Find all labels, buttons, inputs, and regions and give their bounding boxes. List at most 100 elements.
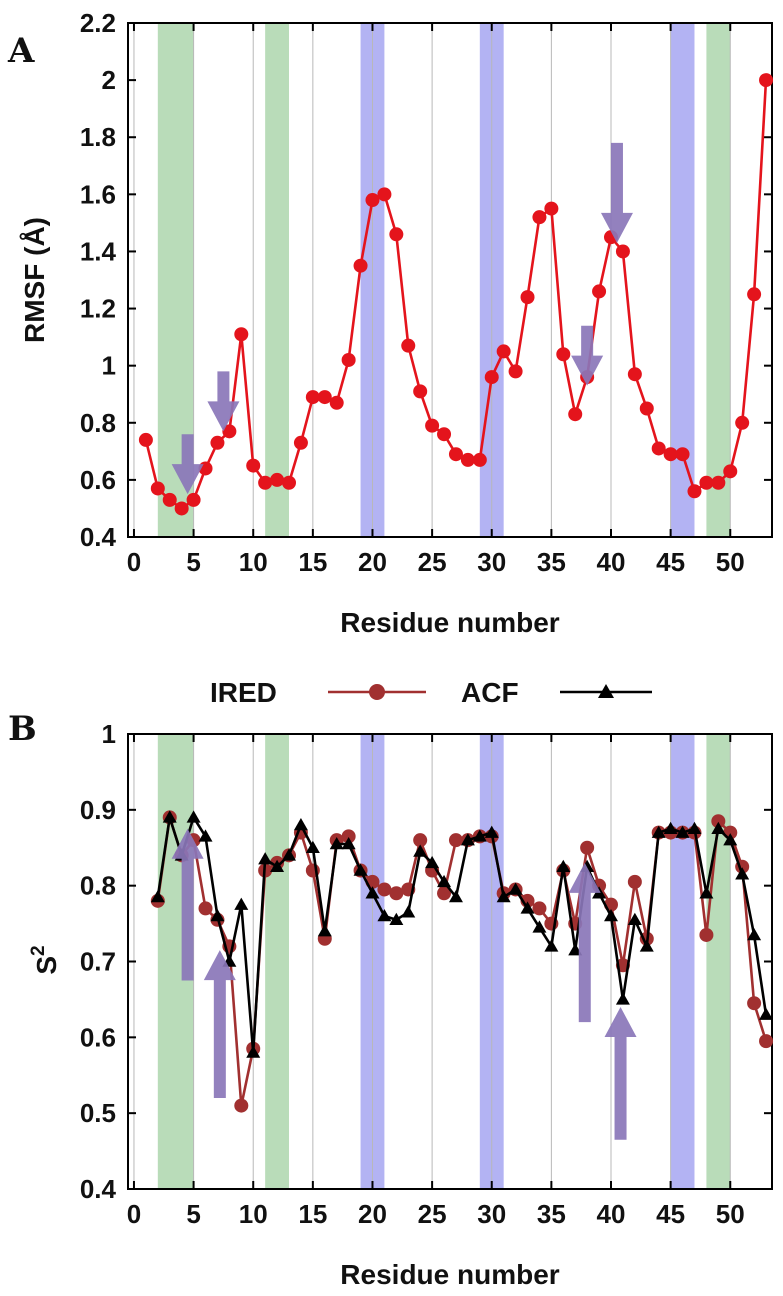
x-tick-label: 30 bbox=[477, 547, 506, 577]
x-tick-label: 25 bbox=[418, 1199, 447, 1229]
data-point bbox=[293, 818, 308, 831]
y-tick-label: 1 bbox=[102, 351, 116, 381]
legend-marker bbox=[598, 684, 614, 698]
data-point bbox=[293, 435, 308, 450]
data-point bbox=[437, 886, 452, 901]
data-point bbox=[377, 187, 392, 202]
data-point bbox=[604, 909, 618, 922]
data-point bbox=[234, 1098, 249, 1113]
data-point bbox=[675, 825, 690, 838]
data-point bbox=[460, 452, 475, 467]
arrow-down bbox=[600, 142, 633, 243]
data-point bbox=[484, 370, 499, 385]
x-tick-label: 0 bbox=[127, 547, 141, 577]
data-point bbox=[627, 367, 642, 382]
y-tick-label: 1.4 bbox=[80, 236, 117, 266]
x-tick-label: 45 bbox=[656, 1199, 685, 1229]
panel-letter: B bbox=[8, 709, 37, 749]
data-point bbox=[639, 401, 654, 416]
y-tick-label: 2 bbox=[102, 65, 116, 95]
data-point bbox=[747, 996, 762, 1011]
data-point bbox=[234, 327, 249, 342]
data-point bbox=[639, 939, 654, 952]
y-axis-title: S2 bbox=[28, 945, 62, 974]
data-point bbox=[174, 501, 189, 516]
shaded-band bbox=[670, 734, 695, 1189]
arrow-up bbox=[604, 1007, 637, 1140]
y-tick-label: 0.8 bbox=[80, 871, 116, 901]
x-tick-label: 40 bbox=[597, 1199, 626, 1229]
data-point bbox=[341, 836, 356, 850]
x-tick-label: 35 bbox=[537, 1199, 566, 1229]
y-tick-label: 2.2 bbox=[80, 8, 116, 38]
data-point bbox=[246, 458, 261, 473]
data-point bbox=[448, 447, 463, 462]
data-point bbox=[150, 890, 165, 903]
arrow-down bbox=[571, 325, 604, 386]
legend-label-ired: IRED bbox=[210, 677, 277, 708]
data-point bbox=[699, 475, 714, 490]
shaded-band bbox=[706, 734, 731, 1189]
data-point bbox=[389, 227, 404, 242]
data-point bbox=[138, 432, 153, 447]
data-point bbox=[377, 909, 392, 922]
legend: IRED ACF bbox=[210, 677, 652, 708]
data-point bbox=[508, 364, 523, 379]
x-tick-label: 25 bbox=[418, 547, 447, 577]
data-point bbox=[663, 447, 678, 462]
data-point bbox=[747, 287, 762, 302]
data-point bbox=[663, 821, 678, 835]
data-point bbox=[520, 901, 535, 914]
data-point bbox=[532, 210, 547, 225]
x-tick-label: 15 bbox=[298, 1199, 327, 1229]
data-point bbox=[282, 848, 296, 861]
data-point bbox=[317, 924, 332, 937]
data-point bbox=[627, 912, 642, 926]
legend-marker bbox=[369, 684, 385, 700]
data-point bbox=[759, 1007, 774, 1020]
x-tick-label: 5 bbox=[186, 1199, 200, 1229]
data-point bbox=[413, 844, 428, 857]
data-point bbox=[448, 833, 463, 848]
y-tick-label: 1.2 bbox=[80, 294, 116, 324]
data-point bbox=[246, 1045, 261, 1058]
data-point bbox=[425, 855, 440, 869]
y-tick-label: 0.4 bbox=[80, 1174, 117, 1204]
arrow-up bbox=[203, 950, 236, 1098]
data-point bbox=[496, 890, 511, 903]
data-point bbox=[544, 939, 559, 952]
data-point bbox=[210, 909, 225, 922]
data-point bbox=[162, 492, 177, 507]
data-point bbox=[341, 829, 356, 844]
data-point bbox=[568, 943, 583, 956]
x-tick-label: 20 bbox=[358, 1199, 387, 1229]
data-point bbox=[353, 258, 368, 273]
data-point bbox=[210, 435, 225, 450]
shaded-band bbox=[670, 23, 695, 537]
arrow-down bbox=[171, 434, 204, 495]
data-point bbox=[615, 992, 630, 1005]
data-point bbox=[389, 886, 404, 901]
y-tick-label: 0.6 bbox=[80, 465, 116, 495]
data-point bbox=[627, 874, 642, 889]
x-tick-label: 0 bbox=[127, 1199, 141, 1229]
data-point bbox=[711, 475, 726, 490]
data-point bbox=[317, 390, 332, 405]
x-axis-title: Residue number bbox=[340, 1259, 559, 1290]
x-tick-label: 30 bbox=[477, 1199, 506, 1229]
data-point bbox=[747, 927, 762, 941]
y-tick-label: 0.9 bbox=[80, 795, 116, 825]
data-point bbox=[186, 492, 201, 507]
data-point bbox=[365, 193, 380, 208]
shaded-band bbox=[706, 23, 731, 537]
x-tick-label: 5 bbox=[186, 547, 200, 577]
data-point bbox=[448, 890, 463, 903]
data-point bbox=[651, 825, 666, 838]
data-point bbox=[759, 73, 774, 88]
data-point bbox=[258, 852, 273, 865]
data-point bbox=[270, 472, 285, 487]
data-point bbox=[675, 447, 690, 462]
x-tick-label: 35 bbox=[537, 547, 566, 577]
data-point bbox=[377, 882, 392, 897]
